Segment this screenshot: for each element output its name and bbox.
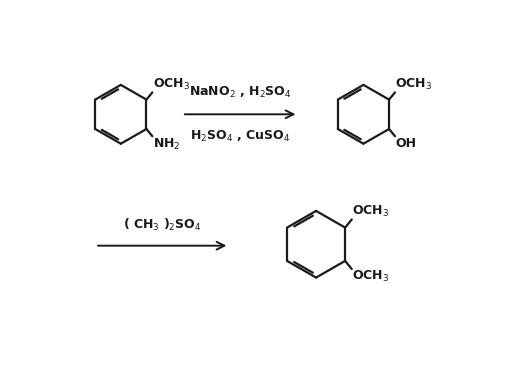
Text: NaNO$_2$ , H$_2$SO$_4$: NaNO$_2$ , H$_2$SO$_4$	[189, 85, 292, 100]
Text: ( CH$_3$ )$_2$SO$_4$: ( CH$_3$ )$_2$SO$_4$	[123, 217, 202, 232]
Text: OCH$_3$: OCH$_3$	[395, 77, 433, 92]
Text: OCH$_3$: OCH$_3$	[352, 269, 389, 285]
Text: H$_2$SO$_4$ , CuSO$_4$: H$_2$SO$_4$ , CuSO$_4$	[190, 129, 290, 144]
Text: OCH$_3$: OCH$_3$	[153, 77, 190, 92]
Text: OH: OH	[395, 136, 416, 150]
Text: NH$_2$: NH$_2$	[153, 136, 180, 152]
Text: OCH$_3$: OCH$_3$	[352, 204, 389, 219]
